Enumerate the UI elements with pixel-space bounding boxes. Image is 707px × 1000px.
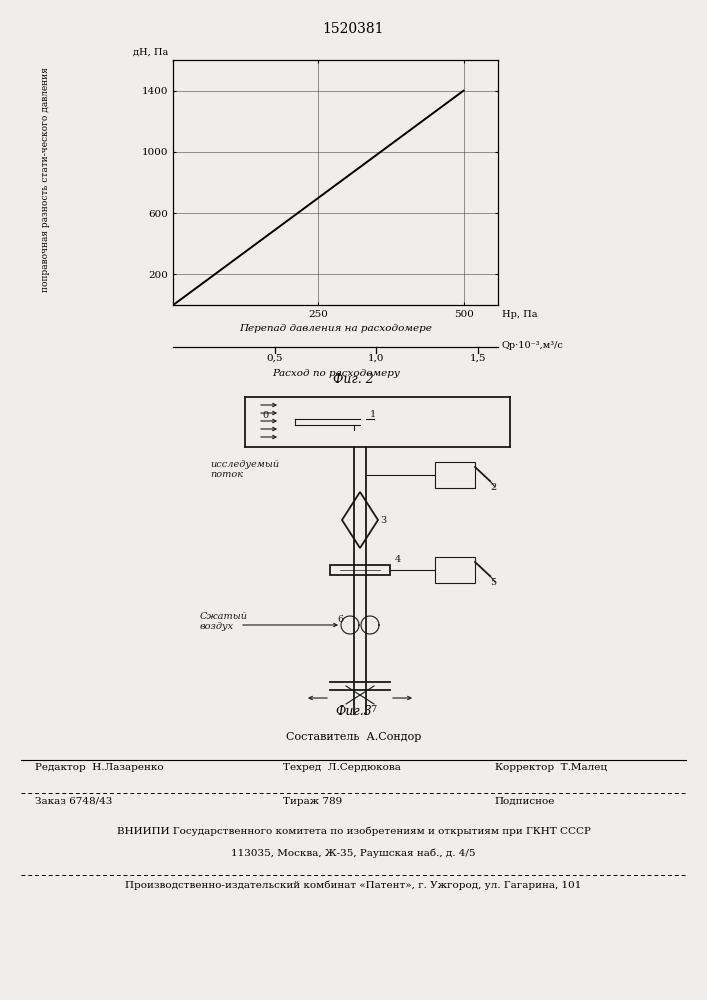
Text: Расход по расходомеру: Расход по расходомеру <box>272 369 399 378</box>
Text: Перепад давления на расходомере: Перепад давления на расходомере <box>240 324 432 333</box>
Text: воздух: воздух <box>200 622 234 631</box>
Bar <box>330 565 390 575</box>
Text: 2: 2 <box>490 483 496 492</box>
Text: Фиг.3: Фиг.3 <box>335 705 372 718</box>
Text: 7: 7 <box>370 705 376 714</box>
Text: 6: 6 <box>337 615 343 624</box>
Text: 1: 1 <box>370 410 376 419</box>
Text: 0,5: 0,5 <box>267 354 283 363</box>
Text: 1520381: 1520381 <box>323 22 384 36</box>
Text: 0: 0 <box>262 411 268 420</box>
Text: Заказ 6748/43: Заказ 6748/43 <box>35 797 112 806</box>
Text: Составитель  А.Сондор: Составитель А.Сондор <box>286 732 421 742</box>
Text: Техред  Л.Сердюкова: Техред Л.Сердюкова <box>283 763 401 772</box>
Text: 3: 3 <box>380 516 386 525</box>
Text: 113035, Москва, Ж-35, Раушская наб., д. 4/5: 113035, Москва, Ж-35, Раушская наб., д. … <box>231 849 476 858</box>
Text: Подписное: Подписное <box>495 797 555 806</box>
Text: Нр, Па: Нр, Па <box>502 310 537 319</box>
Text: исследуемый: исследуемый <box>210 460 279 469</box>
Text: поправочная разность стати-ческого давления: поправочная разность стати-ческого давле… <box>42 68 50 292</box>
Text: Qр·10⁻³,м³/с: Qр·10⁻³,м³/с <box>502 340 564 350</box>
Text: поток: поток <box>210 470 243 479</box>
Text: Производственно-издательский комбинат «Патент», г. Ужгород, ул. Гагарина, 101: Производственно-издательский комбинат «П… <box>125 880 582 890</box>
Text: ВНИИПИ Государственного комитета по изобретениям и открытиям при ГКНТ СССР: ВНИИПИ Государственного комитета по изоб… <box>117 827 590 836</box>
Text: Корректор  Т.Малец: Корректор Т.Малец <box>495 763 607 772</box>
Text: Тираж 789: Тираж 789 <box>283 797 342 806</box>
Text: Сжатый: Сжатый <box>200 612 248 621</box>
Text: 1,5: 1,5 <box>470 354 486 363</box>
Bar <box>435 462 475 488</box>
Text: дН, Па: дН, Па <box>133 48 168 57</box>
Text: 5: 5 <box>490 578 496 587</box>
Text: Фиг. 2: Фиг. 2 <box>333 373 374 386</box>
Text: 4: 4 <box>395 555 402 564</box>
Text: 1,0: 1,0 <box>368 354 385 363</box>
Text: Редактор  Н.Лазаренко: Редактор Н.Лазаренко <box>35 763 164 772</box>
Bar <box>435 557 475 583</box>
